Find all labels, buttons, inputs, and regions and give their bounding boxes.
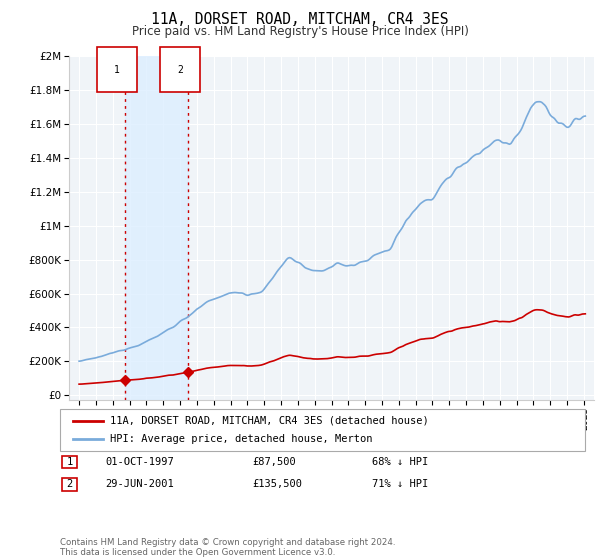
Text: 2: 2 bbox=[67, 479, 73, 489]
Text: 68% ↓ HPI: 68% ↓ HPI bbox=[372, 457, 428, 467]
Text: 2: 2 bbox=[177, 64, 183, 74]
Text: 01-OCT-1997: 01-OCT-1997 bbox=[105, 457, 174, 467]
Text: 29-JUN-2001: 29-JUN-2001 bbox=[105, 479, 174, 489]
Text: 11A, DORSET ROAD, MITCHAM, CR4 3ES: 11A, DORSET ROAD, MITCHAM, CR4 3ES bbox=[151, 12, 449, 27]
Text: Contains HM Land Registry data © Crown copyright and database right 2024.
This d: Contains HM Land Registry data © Crown c… bbox=[60, 538, 395, 557]
Text: HPI: Average price, detached house, Merton: HPI: Average price, detached house, Mert… bbox=[110, 434, 373, 444]
Text: £135,500: £135,500 bbox=[252, 479, 302, 489]
Text: 11A, DORSET ROAD, MITCHAM, CR4 3ES (detached house): 11A, DORSET ROAD, MITCHAM, CR4 3ES (deta… bbox=[110, 416, 429, 426]
Text: 1: 1 bbox=[67, 457, 73, 467]
Text: £87,500: £87,500 bbox=[252, 457, 296, 467]
Bar bbox=[125, 56, 188, 400]
Text: 71% ↓ HPI: 71% ↓ HPI bbox=[372, 479, 428, 489]
Text: 1: 1 bbox=[114, 64, 120, 74]
Text: Price paid vs. HM Land Registry's House Price Index (HPI): Price paid vs. HM Land Registry's House … bbox=[131, 25, 469, 38]
